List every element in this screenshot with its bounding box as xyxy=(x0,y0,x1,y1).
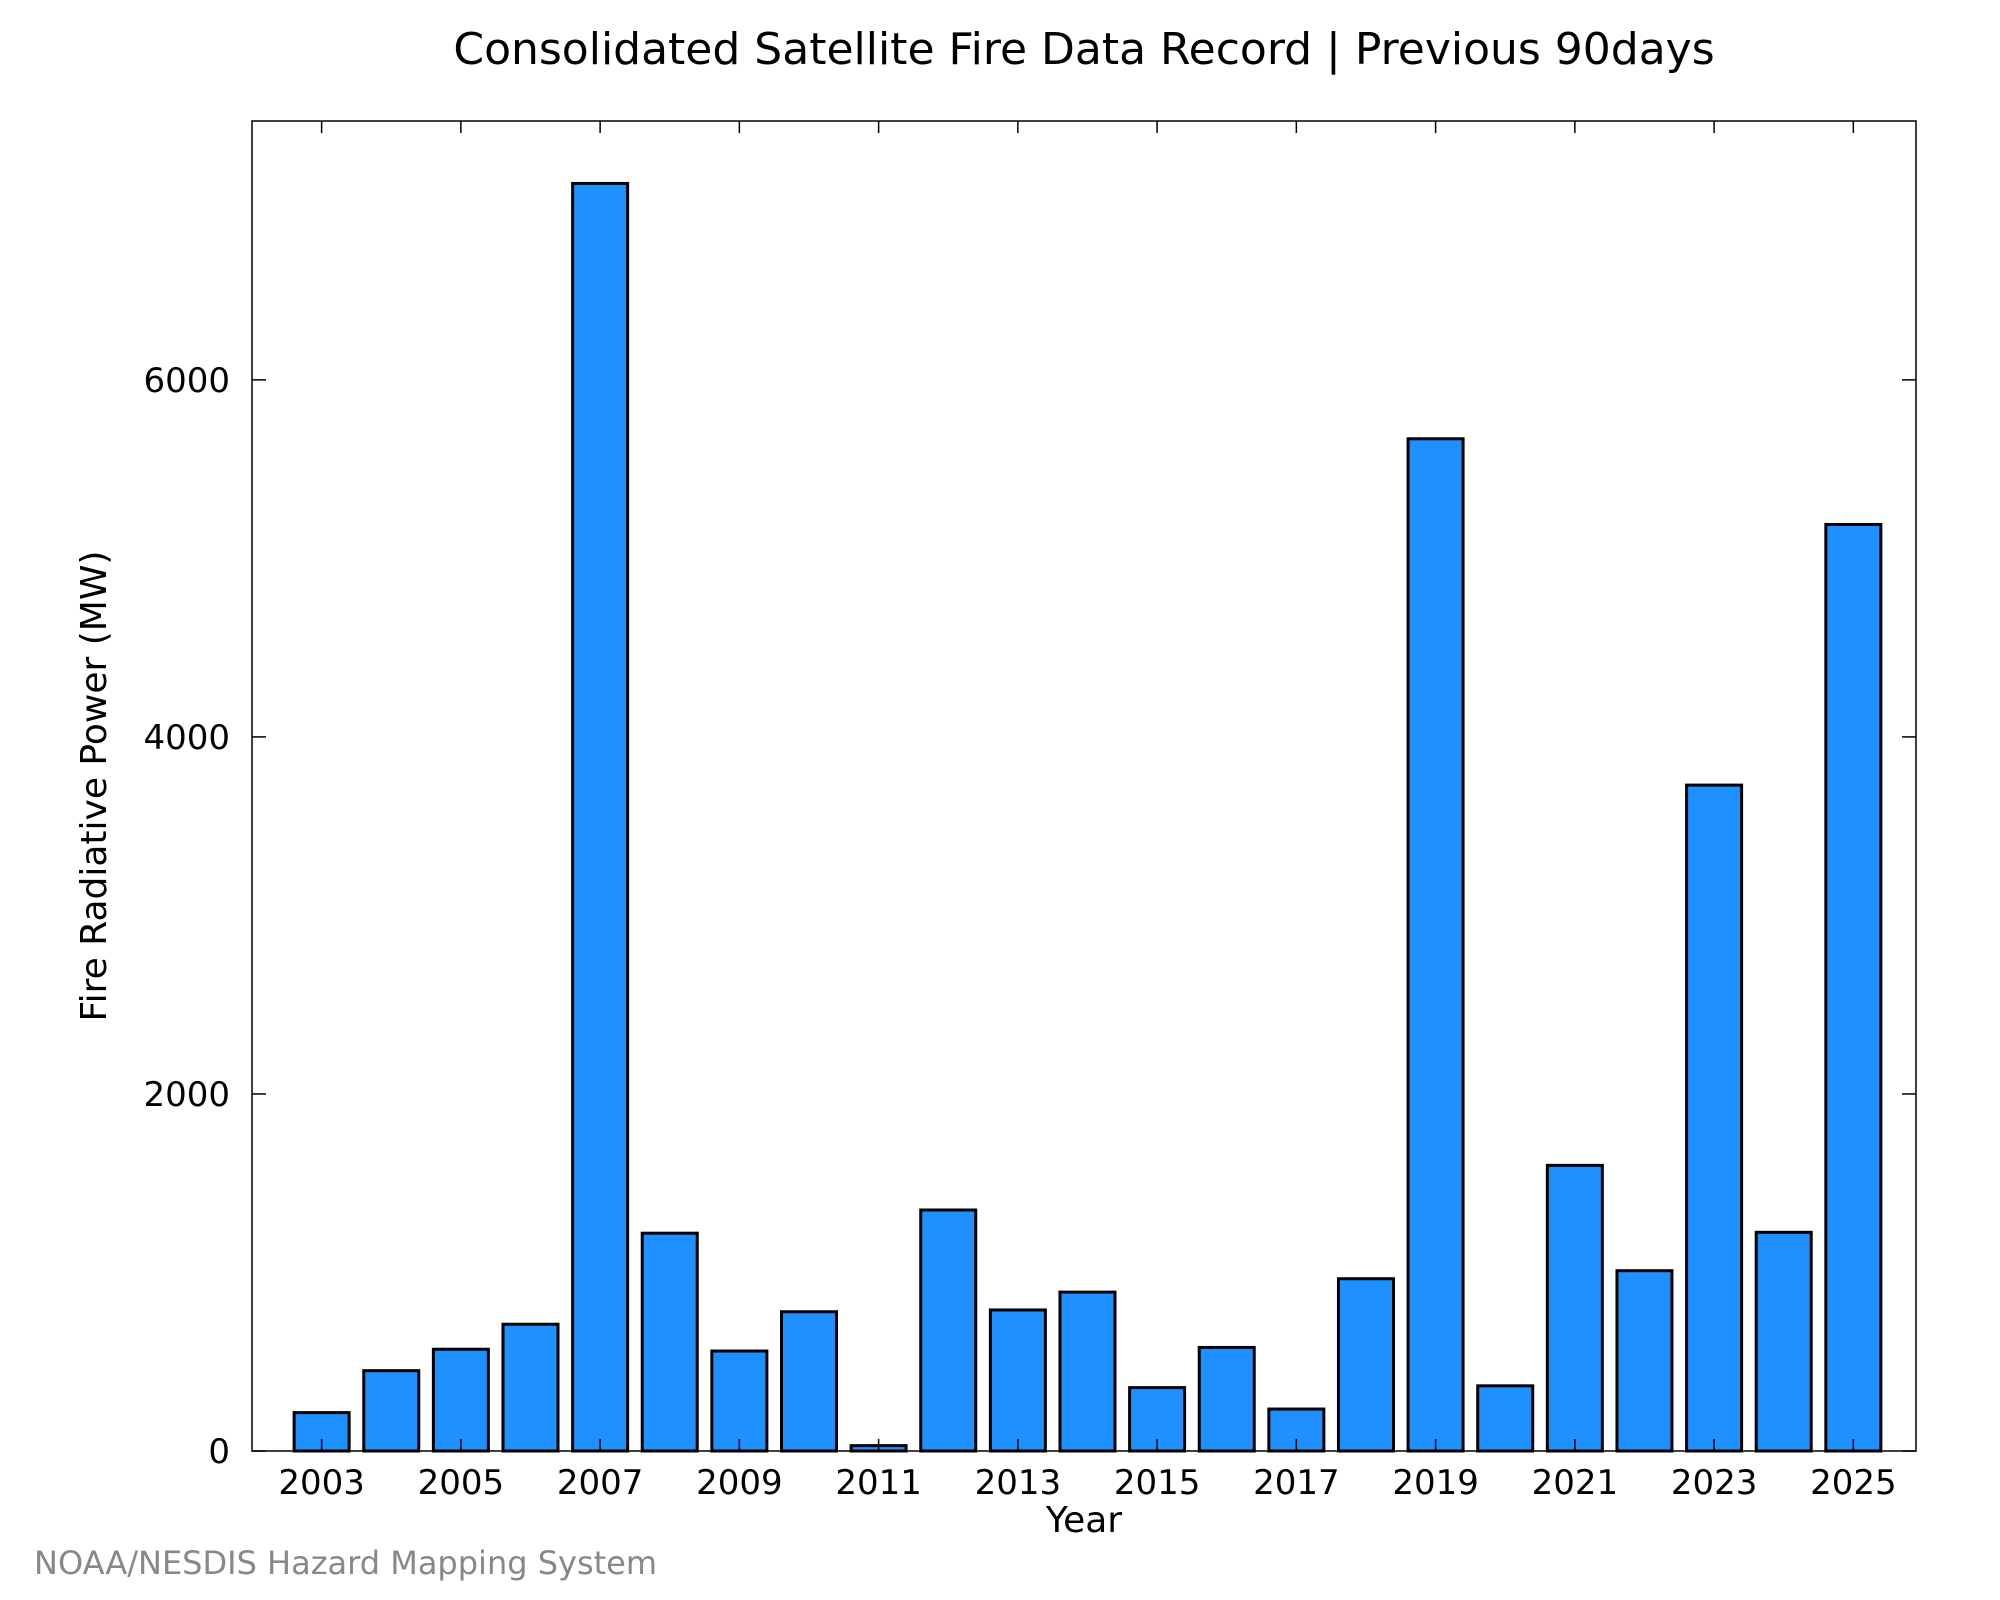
y-tick-label-4000: 4000 xyxy=(143,718,230,758)
x-tick-label-2007: 2007 xyxy=(557,1463,644,1503)
x-tick-label-2021: 2021 xyxy=(1532,1463,1619,1503)
bar-2024 xyxy=(1754,1230,1813,1453)
bar-2022 xyxy=(1615,1269,1674,1453)
plot-frame xyxy=(251,120,1917,1452)
bar-2016 xyxy=(1197,1345,1256,1453)
bar-2025 xyxy=(1824,522,1883,1453)
bar-2013 xyxy=(988,1308,1047,1453)
bar-2019 xyxy=(1406,437,1465,1453)
x-tick-label-2023: 2023 xyxy=(1671,1463,1758,1503)
x-tick-label-2019: 2019 xyxy=(1392,1463,1479,1503)
y-axis-ticks: 0 2000 4000 6000 xyxy=(143,361,1916,1472)
bars-group xyxy=(292,181,1883,1453)
bar-2020 xyxy=(1476,1384,1535,1453)
bar-2012 xyxy=(919,1208,978,1453)
x-tick-label-2017: 2017 xyxy=(1253,1463,1340,1503)
bar-2007 xyxy=(571,181,630,1453)
y-tick-label-2000: 2000 xyxy=(143,1075,230,1115)
bar-2004 xyxy=(362,1369,421,1453)
y-axis-label: Fire Radiative Power (MW) xyxy=(74,551,115,1022)
bar-2005 xyxy=(431,1347,490,1453)
x-tick-label-2009: 2009 xyxy=(696,1463,783,1503)
chart-title: Consolidated Satellite Fire Data Record … xyxy=(453,24,1714,75)
bar-2009 xyxy=(710,1349,769,1453)
x-tick-label-2005: 2005 xyxy=(418,1463,505,1503)
bar-2006 xyxy=(501,1322,560,1453)
bar-2008 xyxy=(640,1231,699,1453)
x-axis-ticks: 2003 2005 2007 2009 2011 2013 2015 2017 2019 2021… xyxy=(278,121,1897,1503)
bar-2021 xyxy=(1545,1163,1604,1453)
bar-2014 xyxy=(1058,1290,1117,1453)
y-tick-label-0: 0 xyxy=(208,1432,230,1472)
bar-2023 xyxy=(1685,783,1744,1453)
x-tick-label-2015: 2015 xyxy=(1114,1463,1201,1503)
x-tick-label-2025: 2025 xyxy=(1810,1463,1897,1503)
bar-2010 xyxy=(779,1310,838,1453)
bar-2018 xyxy=(1336,1277,1395,1453)
x-tick-label-2011: 2011 xyxy=(835,1463,922,1503)
x-axis-label: Year xyxy=(1045,1500,1122,1541)
y-tick-label-6000: 6000 xyxy=(143,361,230,401)
x-tick-label-2003: 2003 xyxy=(278,1463,365,1503)
credit-text: NOAA/NESDIS Hazard Mapping System xyxy=(34,1544,657,1582)
x-tick-label-2013: 2013 xyxy=(975,1463,1062,1503)
